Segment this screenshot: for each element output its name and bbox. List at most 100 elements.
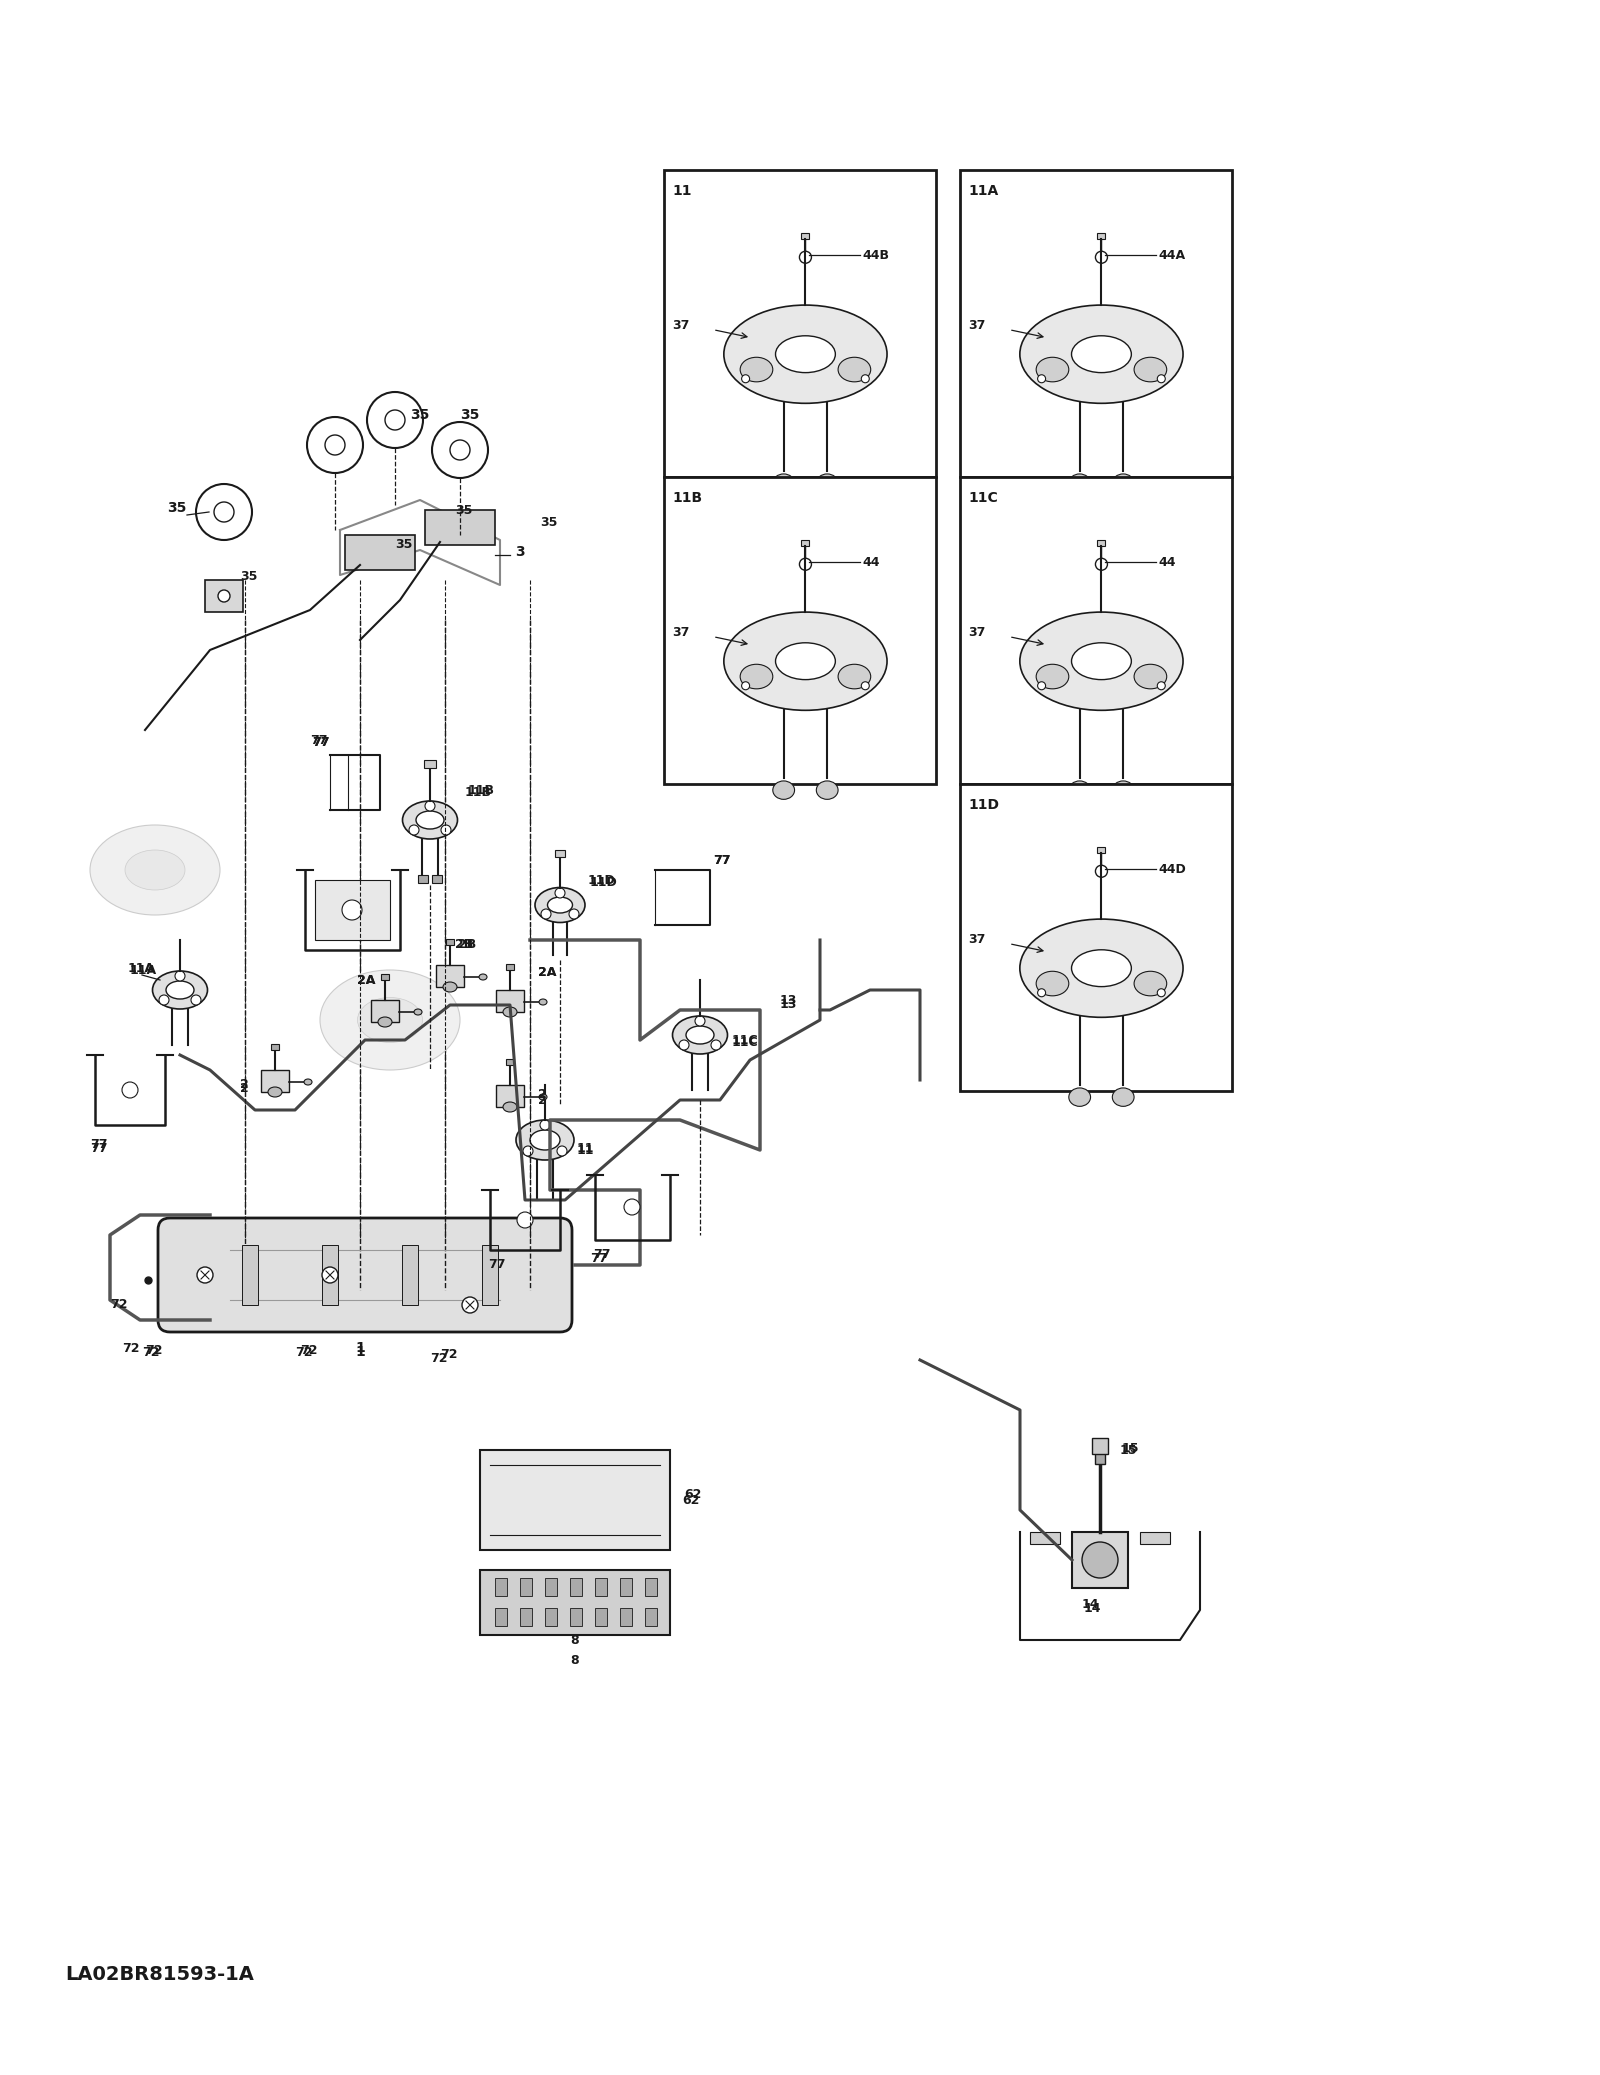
Ellipse shape [515,1120,574,1160]
Text: 72: 72 [301,1343,317,1357]
Bar [595,1577,606,1596]
Circle shape [426,801,435,811]
Ellipse shape [152,971,208,1008]
Text: 37: 37 [968,320,986,332]
Circle shape [742,683,749,689]
Circle shape [174,971,186,981]
Bar [1094,1452,1106,1465]
Text: 77: 77 [310,735,328,747]
Ellipse shape [403,801,458,838]
Circle shape [1157,990,1165,996]
Bar [346,535,414,571]
Text: 37: 37 [672,320,690,332]
Ellipse shape [304,1079,312,1085]
Circle shape [742,376,749,382]
Circle shape [1096,558,1107,571]
Text: 11: 11 [578,1143,595,1156]
Circle shape [1157,376,1165,382]
Bar [555,851,565,857]
Text: 72: 72 [294,1345,312,1359]
Bar [480,1571,670,1635]
Circle shape [432,421,488,477]
Circle shape [1082,1542,1118,1577]
Circle shape [342,901,362,919]
Ellipse shape [1069,473,1091,492]
Text: 35: 35 [410,409,429,421]
Circle shape [1038,990,1046,996]
Bar [1098,232,1106,239]
Text: 11B: 11B [672,492,702,504]
Text: 11B: 11B [466,786,493,799]
Ellipse shape [502,1102,517,1112]
Ellipse shape [776,336,835,374]
Text: 14: 14 [1082,1598,1099,1612]
Text: 77: 77 [90,1139,107,1152]
Text: 72: 72 [440,1349,458,1361]
Bar [1098,847,1106,853]
Bar [960,477,1232,784]
FancyBboxPatch shape [158,1218,573,1332]
Ellipse shape [416,811,445,830]
Text: 35: 35 [240,569,258,583]
Ellipse shape [357,998,422,1042]
Bar [1139,1531,1170,1544]
Circle shape [344,903,360,917]
Circle shape [442,826,451,834]
Text: 13: 13 [781,998,797,1011]
Text: 11B: 11B [467,784,494,797]
Ellipse shape [534,888,586,923]
Ellipse shape [672,1017,728,1054]
Text: 2: 2 [538,1094,547,1106]
Text: 77: 77 [312,737,330,749]
Circle shape [1096,251,1107,264]
Bar [496,1085,525,1106]
Bar [1030,1531,1059,1544]
Text: 77: 77 [590,1251,608,1264]
Bar [1098,540,1106,546]
Bar [506,965,514,969]
Bar [315,880,390,940]
Ellipse shape [478,973,486,979]
Ellipse shape [1112,1087,1134,1106]
Bar [960,784,1232,1091]
Ellipse shape [1072,950,1131,986]
Text: 1: 1 [355,1340,365,1355]
Circle shape [694,1017,706,1025]
Ellipse shape [269,1087,282,1098]
Bar [621,1608,632,1627]
Bar [520,1608,531,1627]
Text: 11: 11 [578,1141,595,1154]
Text: 11D: 11D [590,876,618,890]
Text: 77: 77 [594,1249,611,1262]
Text: LA02BR81593-1A: LA02BR81593-1A [66,1965,254,1984]
Circle shape [307,417,363,473]
Text: 77: 77 [714,853,731,867]
Circle shape [1038,683,1046,689]
Ellipse shape [320,969,461,1071]
Ellipse shape [686,1025,714,1044]
Ellipse shape [838,357,870,382]
Text: 11C: 11C [733,1038,758,1050]
Bar [432,876,442,884]
Text: 8: 8 [571,1654,579,1666]
Ellipse shape [90,826,221,915]
Circle shape [541,909,550,919]
Text: 2: 2 [240,1079,248,1091]
Ellipse shape [1019,305,1182,403]
Bar [371,1000,398,1023]
Ellipse shape [443,981,458,992]
Circle shape [1096,865,1107,878]
Bar [664,477,936,784]
Text: 15: 15 [1120,1444,1138,1457]
Bar [570,1608,582,1627]
Bar [446,940,454,944]
Ellipse shape [816,780,838,799]
Circle shape [218,589,230,602]
Circle shape [800,558,811,571]
Circle shape [541,1120,550,1131]
Bar [1091,1438,1107,1455]
Text: 35: 35 [454,504,472,517]
Bar [645,1608,658,1627]
Circle shape [523,1145,533,1156]
Text: 2B: 2B [458,938,477,952]
